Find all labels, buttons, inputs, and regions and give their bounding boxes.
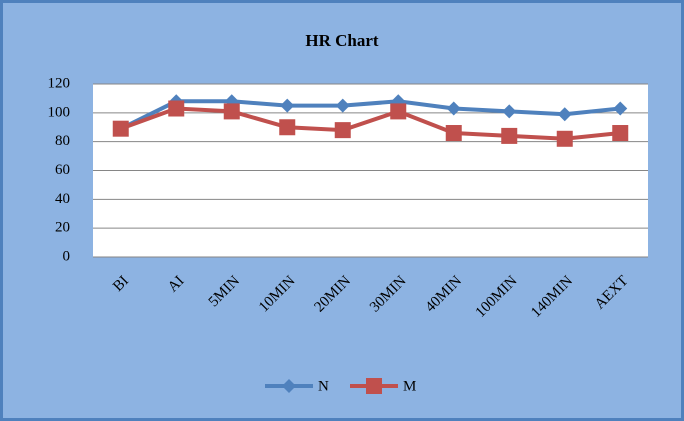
- point-marker: [168, 100, 185, 117]
- y-tick-label: 100: [48, 104, 71, 120]
- point-marker: [502, 104, 517, 119]
- y-tick-label: 120: [48, 75, 71, 91]
- chart-title: HR Chart: [305, 31, 379, 50]
- point-marker: [445, 125, 462, 142]
- y-tick-label: 0: [63, 248, 71, 264]
- legend-label: N: [318, 378, 329, 394]
- series-line: [119, 99, 621, 131]
- legend-marker: [282, 379, 296, 393]
- legend-marker: [366, 378, 382, 394]
- point-marker: [223, 103, 240, 120]
- y-tick-label: 80: [55, 133, 70, 149]
- y-tick-label: 20: [55, 220, 70, 236]
- point-marker: [556, 130, 573, 147]
- point-marker: [390, 103, 407, 120]
- series-line: [120, 106, 621, 141]
- y-tick-label: 40: [55, 191, 70, 207]
- point-marker: [613, 101, 628, 116]
- point-marker: [612, 125, 629, 142]
- point-marker: [335, 98, 350, 113]
- point-marker: [334, 122, 351, 139]
- point-marker: [280, 98, 295, 113]
- point-marker: [112, 120, 129, 137]
- point-marker: [446, 101, 461, 116]
- point-marker: [557, 107, 572, 122]
- point-marker: [501, 127, 518, 144]
- point-marker: [279, 119, 296, 136]
- y-tick-label: 60: [55, 162, 70, 178]
- legend-label: M: [403, 378, 416, 394]
